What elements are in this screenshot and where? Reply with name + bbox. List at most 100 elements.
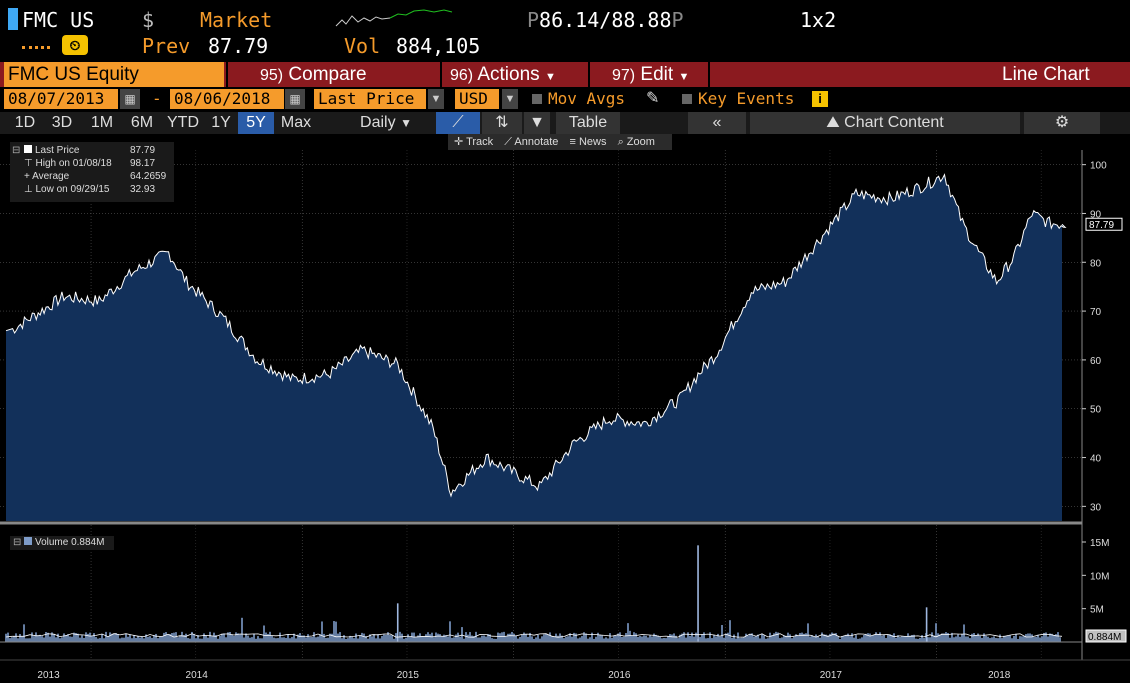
key-events-label[interactable]: Key Events	[698, 89, 795, 108]
tab-period-ytd[interactable]: YTD	[167, 114, 199, 131]
menu-divider	[708, 62, 710, 87]
chart-content-label: Chart Content	[844, 114, 944, 131]
calendar-icon[interactable]: ▦	[120, 89, 140, 109]
quote-size: 1x2	[800, 8, 837, 32]
chevron-down-icon[interactable]: ▼	[428, 89, 444, 109]
zoom-button[interactable]: Zoom	[626, 136, 655, 148]
price-legend[interactable]: ⊟ Last Price 87.79 ⊤ High on 01/08/18 98…	[10, 142, 174, 202]
chart-content-button[interactable]: ⛰ Chart Content	[750, 112, 1020, 134]
header-bar	[0, 0, 1130, 62]
low-marker-icon: ⊥	[24, 184, 36, 195]
collapse-legend-icon[interactable]: ⊟	[12, 145, 21, 156]
table-button[interactable]: Table	[556, 112, 620, 134]
volume-tag-label: 0.884M	[1088, 632, 1121, 643]
edit-menu[interactable]: 97) Edit ▼	[612, 62, 689, 87]
last-price-swatch	[24, 145, 32, 153]
volume-value: 0.884M	[71, 537, 105, 548]
chart-type-label[interactable]: Line Chart	[1002, 64, 1090, 85]
calendar-icon[interactable]: ▦	[285, 89, 305, 109]
market-label: Market	[200, 8, 273, 32]
tab-period-1y[interactable]: 1Y	[211, 114, 231, 131]
actions-number: 96)	[450, 67, 474, 84]
legend-low-label: Low on 09/29/15	[35, 184, 110, 195]
actions-label: Actions	[477, 64, 540, 85]
ask-suffix: P	[671, 8, 684, 32]
bid-ask-separator: /	[599, 8, 612, 32]
key-events-checkbox[interactable]	[682, 94, 692, 104]
news-button[interactable]: News	[578, 136, 607, 148]
command-cursor	[8, 8, 18, 30]
volume-legend[interactable]: ⊟ Volume 0.884M	[10, 536, 114, 550]
actions-menu[interactable]: 96) Actions ▼	[450, 62, 556, 87]
tab-period-6m[interactable]: 6M	[130, 114, 154, 131]
date-range-separator: -	[152, 89, 162, 108]
y-tick-label: 100	[1090, 161, 1107, 172]
field-select[interactable]: Last Price	[314, 89, 426, 109]
compare-menu[interactable]: 95) Compare	[260, 62, 367, 87]
prev-value: 87.79	[208, 34, 269, 58]
legend-low-value: 32.93	[130, 184, 156, 195]
chevron-down-icon: ▼	[544, 71, 556, 83]
volume-swatch	[24, 537, 33, 545]
collapse-legend-icon[interactable]: ⊟	[13, 537, 22, 548]
y-tick-label: 50	[1090, 405, 1102, 416]
legend-high-label: High on 01/08/18	[35, 158, 112, 169]
annotate-button[interactable]: Annotate	[514, 136, 559, 148]
intraday-sparkline	[335, 9, 453, 27]
pencil-icon[interactable]: ✎	[646, 90, 660, 107]
mov-avgs-checkbox[interactable]	[532, 94, 542, 104]
price-volume-chart[interactable]: 100 90 80 70 60 50 40 30 87.79 15M 10M 5M 0.884M 20…	[0, 150, 1130, 683]
bid-prefix: P	[527, 8, 540, 32]
menu-divider	[440, 62, 442, 87]
chevron-down-icon[interactable]: ▼	[502, 89, 518, 109]
tab-period-1d[interactable]: 1D	[14, 114, 36, 131]
x-tick-label: 2016	[608, 670, 631, 681]
menu-divider	[588, 62, 590, 87]
vol-value: 884,105	[396, 34, 481, 58]
frequency-label: Daily	[360, 114, 396, 131]
vol-label: Vol	[344, 34, 381, 58]
edit-label: Edit	[640, 64, 674, 85]
line-chart-icon[interactable]: ⟋	[436, 112, 480, 134]
y-tick-label: 70	[1090, 307, 1102, 318]
info-icon[interactable]: i	[812, 91, 828, 107]
x-tick-label: 2013	[37, 670, 60, 681]
edit-number: 97)	[612, 67, 636, 84]
end-date-field[interactable]: 08/06/2018	[170, 89, 284, 109]
tab-period-3d[interactable]: 3D	[51, 114, 73, 131]
compare-label: Compare	[288, 64, 367, 85]
y-tick-label: 80	[1090, 258, 1102, 269]
y-tick-label: 90	[1090, 209, 1102, 220]
volume-average-line	[5, 633, 1063, 638]
y-tick-label: 40	[1090, 454, 1102, 465]
legend-last-price-label: Last Price	[35, 145, 80, 156]
chevron-down-icon: ▼	[678, 71, 690, 83]
annotate-icon: ⟋	[504, 136, 512, 148]
mov-avgs-label[interactable]: Mov Avgs	[548, 89, 626, 108]
start-date-field[interactable]: 08/07/2013	[4, 89, 118, 109]
security-field[interactable]: FMC US Equity	[4, 62, 224, 87]
menu-divider	[226, 62, 228, 87]
chevron-down-icon[interactable]: ▼	[524, 112, 550, 134]
y-tick-label: 60	[1090, 356, 1102, 367]
y-tick-label: 30	[1090, 502, 1102, 513]
tab-period-1m[interactable]: 1M	[90, 114, 114, 131]
average-marker-icon: +	[24, 171, 33, 182]
collapse-icon[interactable]: «	[688, 112, 746, 134]
volume-tick-label: 5M	[1090, 605, 1104, 616]
legend-high-value: 98.17	[130, 158, 156, 169]
prev-label: Prev	[142, 34, 191, 58]
currency-select[interactable]: USD	[455, 89, 499, 109]
tab-period-max[interactable]: Max	[280, 114, 312, 131]
chart-content-icon: ⛰	[826, 114, 840, 131]
gauge-icon[interactable]: ⏲	[62, 35, 88, 55]
x-tick-label: 2017	[820, 670, 843, 681]
ticker-symbol[interactable]: FMC US	[22, 8, 95, 32]
frequency-select[interactable]: Daily ▼	[346, 112, 426, 134]
track-button[interactable]: Track	[466, 136, 494, 148]
bid-ask-quote: P86.14/88.88P	[527, 8, 684, 32]
tab-period-5y[interactable]: 5Y	[238, 112, 274, 134]
volume-label: Volume	[34, 537, 69, 548]
ohlc-icon[interactable]: ⇅	[482, 112, 522, 134]
gear-icon[interactable]: ⚙	[1024, 112, 1100, 134]
